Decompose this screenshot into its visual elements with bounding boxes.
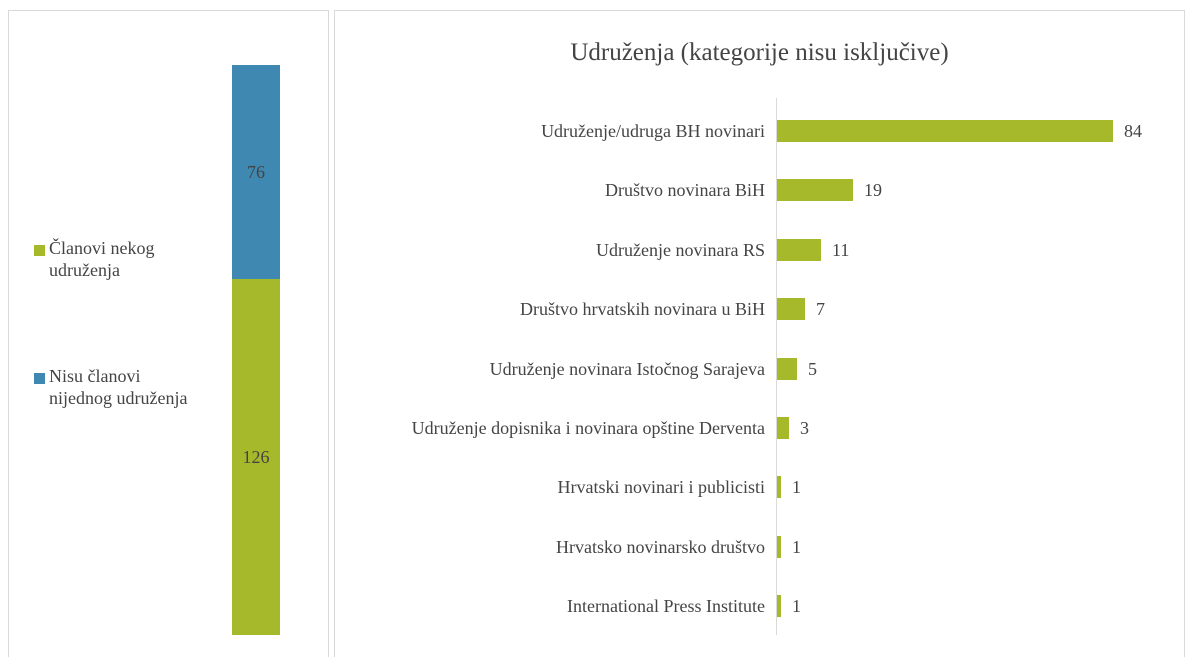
bar [777, 238, 821, 261]
data-label: 1 [792, 477, 801, 498]
data-label: 76 [247, 162, 265, 183]
bar [777, 595, 781, 618]
right-panel [334, 10, 1185, 657]
data-label: 126 [242, 447, 270, 468]
data-label: 1 [792, 536, 801, 557]
data-label: 3 [800, 418, 809, 438]
bar [777, 417, 789, 439]
legend-label: Članovi nekog udruženja [49, 238, 155, 280]
data-label: 19 [864, 180, 882, 201]
chart-title: Udruženja (kategorije nisu isključive) [570, 39, 949, 66]
data-label: 1 [792, 596, 801, 617]
bar [777, 476, 781, 499]
left-panel [8, 10, 329, 657]
legend-swatch [34, 373, 45, 384]
bar [777, 357, 797, 380]
category-label: Udruženje novinara RS [596, 239, 765, 260]
category-label: Društvo hrvatskih novinara u BiH [520, 299, 765, 320]
category-label: Hrvatski novinari i publicisti [557, 477, 765, 498]
data-label: 5 [808, 358, 817, 379]
category-label: Društvo novinara BiH [605, 180, 765, 201]
category-label: Udruženje novinara Istočnog Sarajeva [489, 358, 765, 379]
axis-line [776, 98, 777, 635]
category-label: Udruženje dopisnika i novinara opštine D… [411, 418, 765, 438]
category-label: Hrvatsko novinarsko društvo [556, 536, 765, 557]
category-label: Udruženje/udruga BH novinari [541, 121, 765, 141]
legend-label: Nisu članovi nijednog udruženja [49, 366, 188, 408]
data-label: 84 [1124, 121, 1142, 141]
bar [777, 120, 1113, 142]
data-label: 11 [832, 239, 850, 260]
data-label: 7 [816, 299, 825, 320]
legend-swatch [34, 245, 45, 256]
bar [777, 298, 805, 321]
bar [777, 179, 853, 202]
bar-segment [232, 65, 280, 280]
bar-segment [232, 279, 280, 635]
bar [777, 535, 781, 558]
category-label: International Press Institute [567, 596, 765, 617]
